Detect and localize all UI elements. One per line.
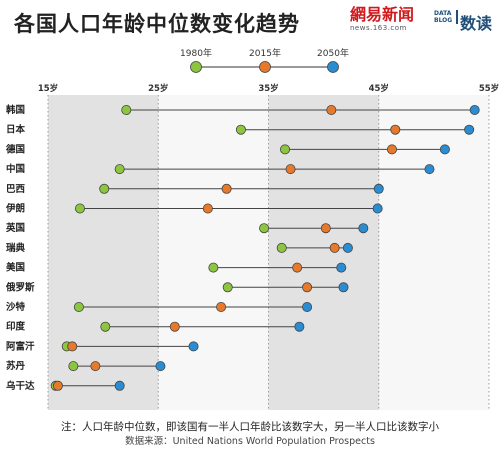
- data-point: [74, 203, 85, 214]
- datablog-logo-text: 数读: [460, 14, 493, 33]
- country-label: 阿富汗: [6, 340, 35, 352]
- data-point: [285, 164, 296, 175]
- country-label: 德国: [6, 143, 25, 155]
- legend-dot: [190, 61, 202, 73]
- country-label: 苏丹: [6, 360, 26, 372]
- data-point: [100, 321, 111, 332]
- data-point: [276, 242, 287, 253]
- legend-label: 2050年: [317, 47, 349, 59]
- netease-news-url: news.163.com: [350, 24, 407, 32]
- country-label: 韩国: [6, 104, 25, 116]
- data-point: [338, 282, 349, 293]
- data-point: [99, 183, 110, 194]
- country-label: 中国: [6, 163, 25, 175]
- data-point: [216, 301, 227, 312]
- data-point: [235, 124, 246, 135]
- data-point: [222, 282, 233, 293]
- chart-title: 各国人口年龄中位数变化趋势: [14, 12, 300, 36]
- country-label: 英国: [6, 222, 25, 234]
- x-tick-label: 45岁: [369, 83, 389, 94]
- data-point: [292, 262, 303, 273]
- x-tick-label: 35岁: [258, 83, 278, 94]
- data-point: [464, 124, 475, 135]
- data-point: [67, 341, 78, 352]
- data-point: [114, 164, 125, 175]
- data-point: [68, 361, 79, 372]
- country-label: 巴西: [6, 184, 26, 195]
- datablog-logo: DATA BLOG 数读: [434, 8, 496, 36]
- data-point: [358, 223, 369, 234]
- data-point: [336, 262, 347, 273]
- data-point: [155, 361, 166, 372]
- country-label: 乌干达: [6, 380, 35, 392]
- data-point: [208, 262, 219, 273]
- data-point: [372, 203, 383, 214]
- country-label: 俄罗斯: [5, 281, 35, 293]
- data-point: [202, 203, 213, 214]
- data-point: [294, 321, 305, 332]
- data-point: [280, 144, 291, 155]
- country-label: 瑞典: [6, 242, 26, 254]
- country-label: 印度: [6, 321, 26, 333]
- country-label: 伊朗: [5, 203, 25, 215]
- data-point: [326, 105, 337, 116]
- data-point: [52, 380, 63, 391]
- data-point: [221, 183, 232, 194]
- data-point: [329, 242, 340, 253]
- data-point: [259, 223, 270, 234]
- data-point: [121, 105, 132, 116]
- datablog-logo-mark: DATA BLOG: [434, 10, 458, 24]
- data-point: [439, 144, 450, 155]
- data-point: [342, 242, 353, 253]
- data-point: [424, 164, 435, 175]
- x-tick-label: 55岁: [479, 83, 499, 94]
- x-tick-label: 25岁: [148, 83, 168, 94]
- data-point: [469, 105, 480, 116]
- data-point: [114, 380, 125, 391]
- x-tick-label: 15岁: [38, 83, 58, 94]
- netease-news-logo-text: 網易新闻: [350, 5, 415, 24]
- legend-label: 2015年: [249, 47, 281, 59]
- data-point: [302, 301, 313, 312]
- data-point: [320, 223, 331, 234]
- data-point: [188, 341, 199, 352]
- data-point: [90, 361, 101, 372]
- data-point: [169, 321, 180, 332]
- footnote: 注：人口年龄中位数，即该国有一半人口年龄比该数字大，另一半人口比该数字小: [61, 421, 439, 433]
- country-label: 沙特: [6, 301, 26, 313]
- legend-dot: [259, 61, 271, 73]
- data-point: [73, 301, 84, 312]
- data-point: [390, 124, 401, 135]
- data-point: [386, 144, 397, 155]
- legend-label: 1980年: [180, 47, 212, 59]
- netease-news-logo: 網易新闻 news.163.com: [350, 5, 428, 33]
- country-label: 日本: [6, 124, 26, 136]
- data-point: [302, 282, 313, 293]
- shaded-band: [268, 95, 379, 410]
- data-point: [373, 183, 384, 194]
- source-note: 数据来源：United Nations World Population Pro…: [125, 436, 375, 447]
- country-label: 美国: [5, 262, 25, 274]
- shaded-band: [48, 95, 159, 410]
- legend-dot: [327, 61, 339, 73]
